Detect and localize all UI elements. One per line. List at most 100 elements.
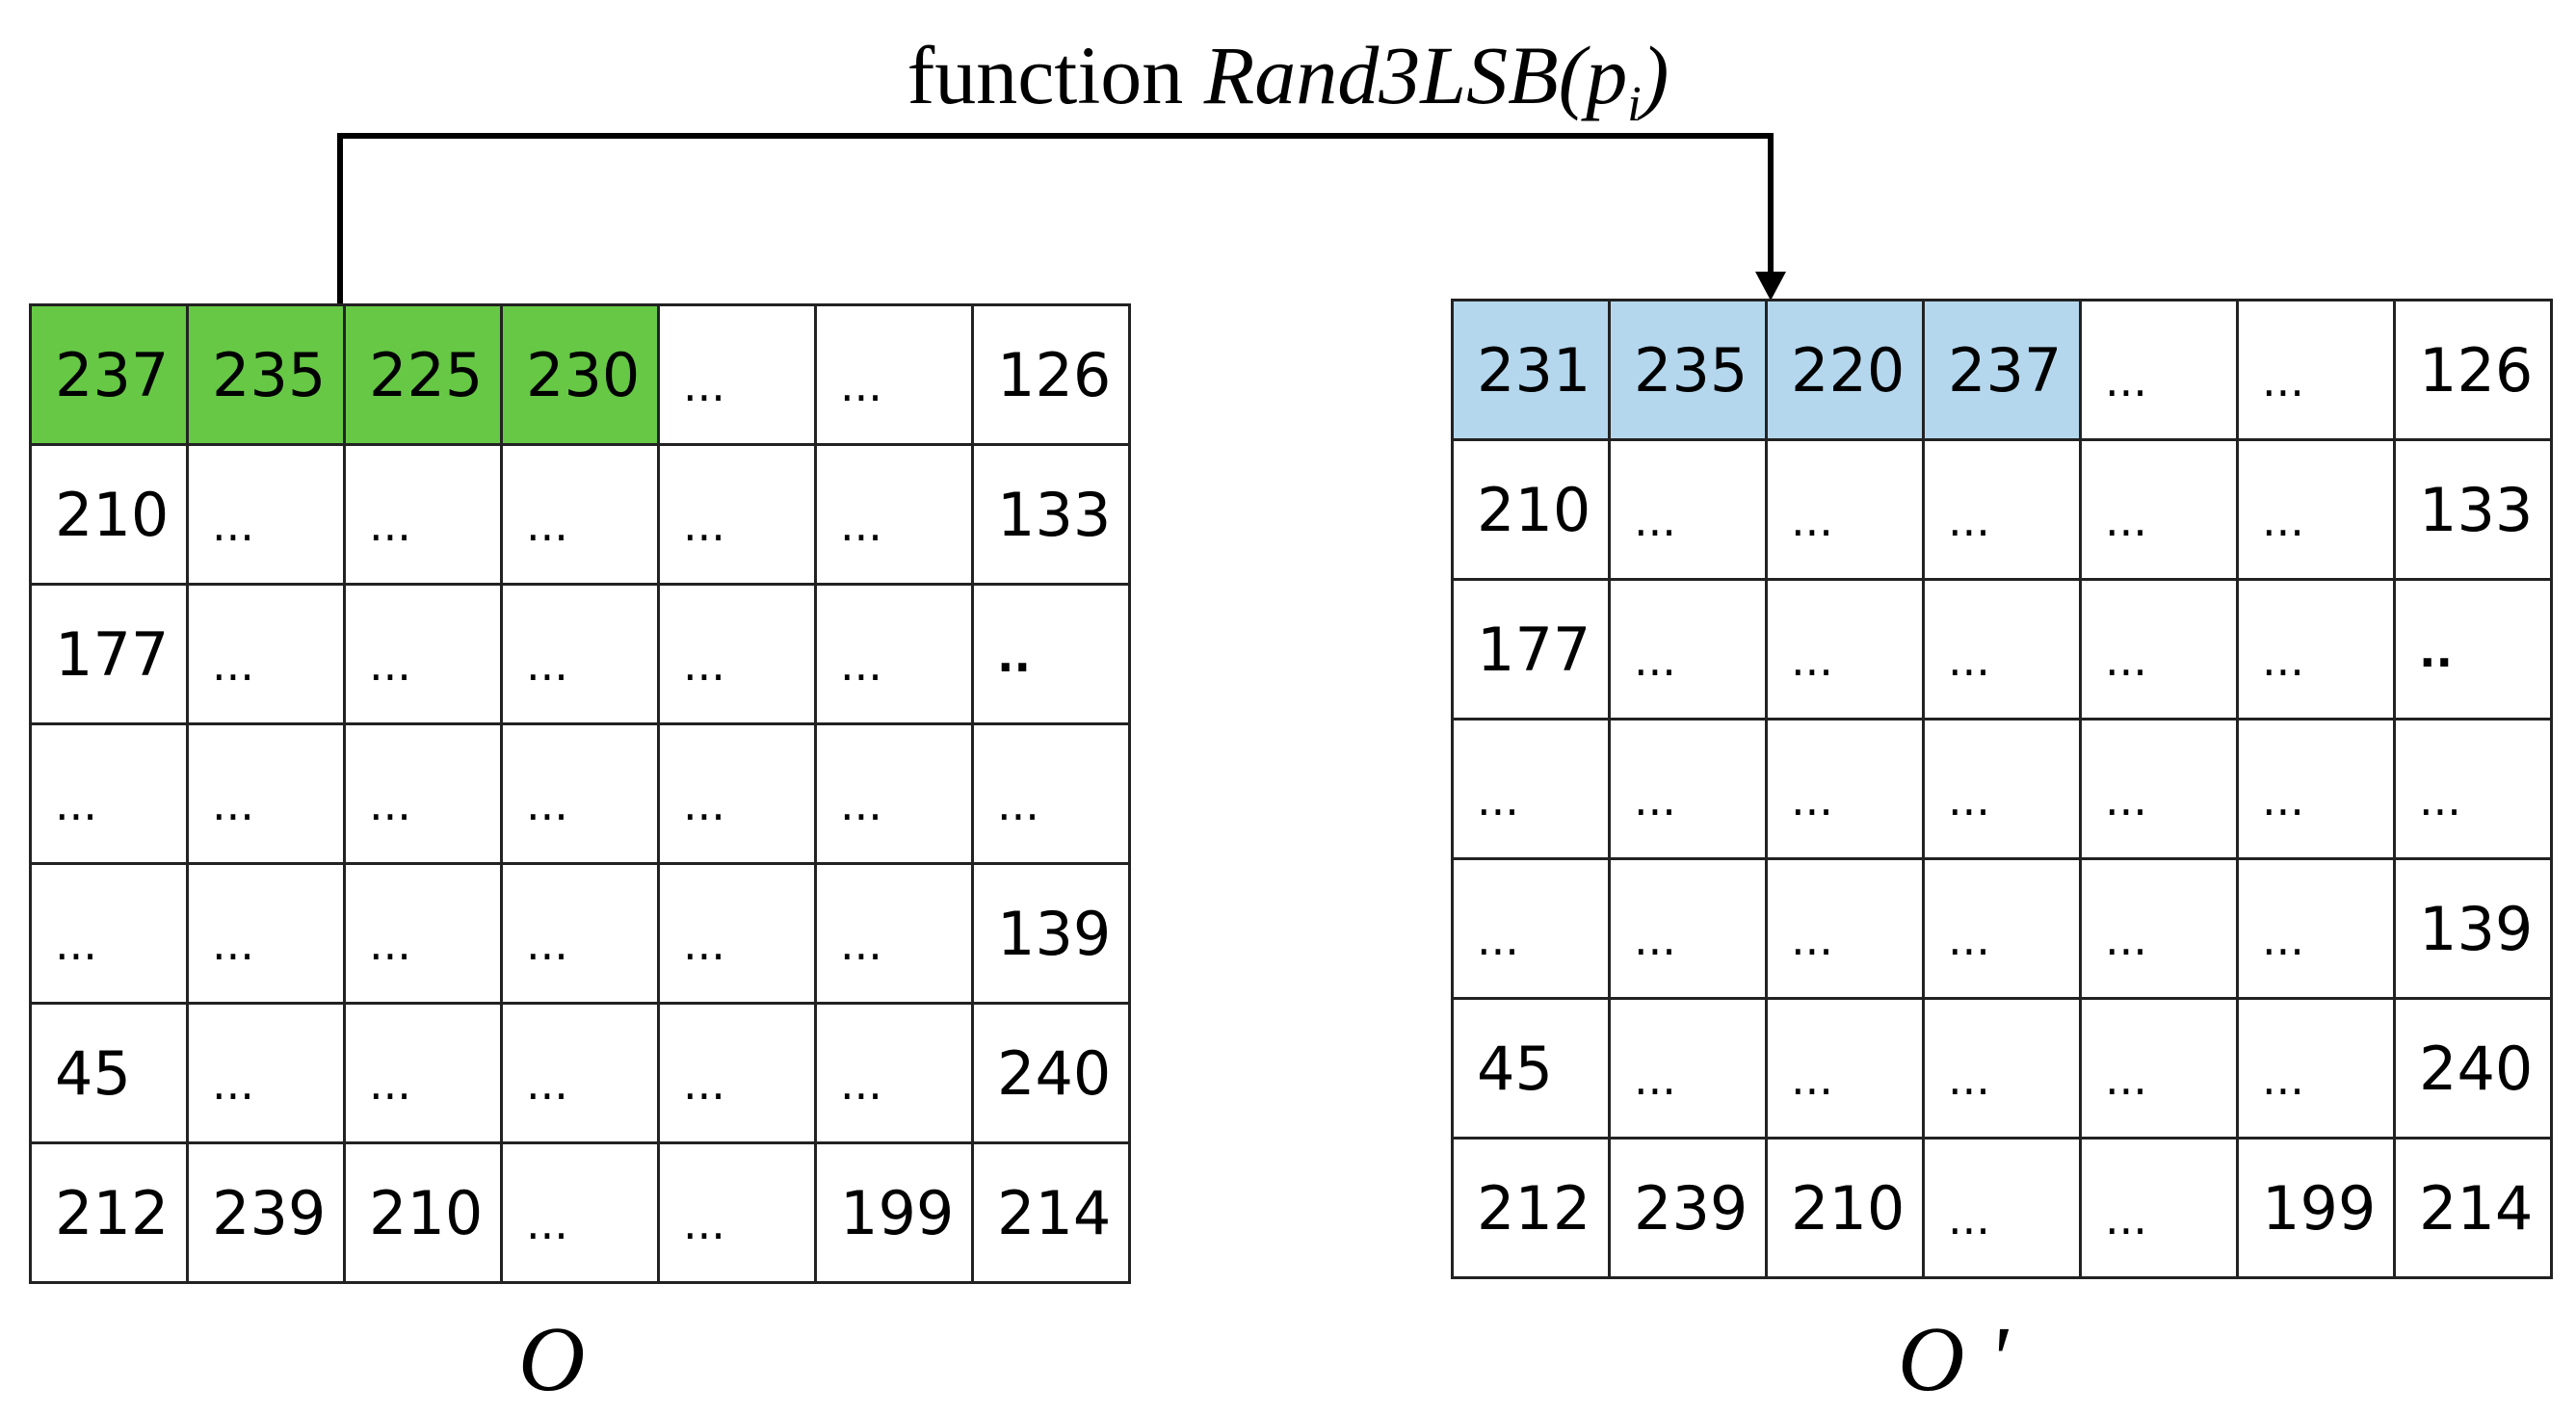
- modified-grid-label: O ': [1898, 1307, 2008, 1410]
- grid-cell: 199: [2236, 1137, 2396, 1279]
- grid-cell: ...: [2079, 997, 2239, 1140]
- grid-row: 212 239 210...... 199 214: [29, 1141, 1131, 1284]
- grid-cell: ...: [2079, 857, 2239, 1000]
- original-pixel-grid: 237 235 225 230...... 126 210...............…: [29, 303, 1131, 1284]
- grid-cell: ...: [29, 722, 189, 865]
- grid-cell: ...: [1765, 438, 1925, 581]
- grid-cell: ...: [2079, 1137, 2239, 1279]
- grid-cell: ...: [814, 722, 974, 865]
- grid-cell: ...: [1922, 1137, 2082, 1279]
- grid-cell: ...: [2079, 578, 2239, 721]
- grid-cell: ...: [814, 443, 974, 586]
- grid-cell: ...: [657, 443, 817, 586]
- grid-cell: ...: [657, 583, 817, 725]
- grid-cell: ...: [186, 443, 346, 586]
- grid-cell: 237: [29, 303, 189, 446]
- grid-cell: ...: [343, 722, 503, 865]
- grid-cell: ...: [1608, 857, 1768, 1000]
- grid-cell: 139: [2393, 857, 2553, 1000]
- grid-cell: 177: [1451, 578, 1611, 721]
- grid-cell: ...: [186, 1002, 346, 1144]
- grid-cell: ...: [186, 862, 346, 1005]
- grid-cell: 220: [1765, 299, 1925, 441]
- grid-row: .................. 139: [29, 862, 1131, 1005]
- grid-row: 210............... 133: [29, 443, 1131, 586]
- grid-cell: ...: [657, 722, 817, 865]
- grid-cell: 133: [971, 443, 1131, 586]
- grid-cell: ...: [814, 1002, 974, 1144]
- grid-cell: 235: [186, 303, 346, 446]
- grid-cell: ...: [1765, 718, 1925, 860]
- grid-cell: ...: [500, 862, 660, 1005]
- grid-cell: 237: [1922, 299, 2082, 441]
- grid-row: 237 235 225 230...... 126: [29, 303, 1131, 446]
- grid-cell: 210: [1451, 438, 1611, 581]
- grid-row: .....................: [1451, 718, 2553, 860]
- grid-row: 45............... 240: [29, 1002, 1131, 1144]
- grid-cell: 177: [29, 583, 189, 725]
- grid-cell: ...: [500, 443, 660, 586]
- grid-cell: 45: [1451, 997, 1611, 1140]
- grid-cell: ...: [1765, 578, 1925, 721]
- grid-row: 177.................: [29, 583, 1131, 725]
- grid-cell: 199: [814, 1141, 974, 1284]
- grid-cell: ...: [1608, 438, 1768, 581]
- grid-cell: ...: [1608, 718, 1768, 860]
- grid-cell: 214: [971, 1141, 1131, 1284]
- grid-cell: 230: [500, 303, 660, 446]
- grid-cell: ...: [657, 303, 817, 446]
- original-grid-label: O: [518, 1307, 586, 1410]
- grid-cell: ...: [814, 862, 974, 1005]
- grid-cell: ...: [2236, 718, 2396, 860]
- grid-cell: ...: [1451, 857, 1611, 1000]
- grid-cell: ...: [29, 862, 189, 1005]
- grid-cell: 126: [971, 303, 1131, 446]
- grid-cell: ...: [500, 1002, 660, 1144]
- grid-cell: ...: [1922, 857, 2082, 1000]
- grid-cell: ...: [2236, 299, 2396, 441]
- function-keyword: function: [907, 29, 1204, 121]
- grid-cell: ...: [1608, 578, 1768, 721]
- grid-cell: 133: [2393, 438, 2553, 581]
- grid-cell: ...: [186, 583, 346, 725]
- grid-cell: ...: [1922, 578, 2082, 721]
- grid-cell: 231: [1451, 299, 1611, 441]
- grid-cell: 214: [2393, 1137, 2553, 1279]
- grid-cell: 212: [1451, 1137, 1611, 1279]
- grid-cell: 210: [343, 1141, 503, 1284]
- grid-cell: ...: [2393, 718, 2553, 860]
- grid-cell: 240: [971, 1002, 1131, 1144]
- grid-cell: ...: [500, 1141, 660, 1284]
- grid-cell: ...: [343, 1002, 503, 1144]
- grid-cell: ...: [2079, 299, 2239, 441]
- grid-cell: ...: [2236, 997, 2396, 1140]
- grid-cell: ...: [971, 722, 1131, 865]
- grid-cell: 126: [2393, 299, 2553, 441]
- grid-cell: ...: [1608, 997, 1768, 1140]
- grid-cell: ...: [2236, 857, 2396, 1000]
- grid-cell: ...: [343, 443, 503, 586]
- grid-cell: ...: [2079, 438, 2239, 581]
- grid-cell: 139: [971, 862, 1131, 1005]
- grid-row: .....................: [29, 722, 1131, 865]
- modified-pixel-grid: 231 235 220 237...... 126 210...............…: [1451, 299, 2553, 1279]
- grid-cell: ...: [1451, 718, 1611, 860]
- grid-cell: ...: [657, 1141, 817, 1284]
- grid-cell: ...: [657, 1002, 817, 1144]
- grid-cell: ...: [814, 303, 974, 446]
- grid-row: 177.................: [1451, 578, 2553, 721]
- grid-cell: ...: [2079, 718, 2239, 860]
- grid-cell: 45: [29, 1002, 189, 1144]
- grid-cell: ...: [1922, 718, 2082, 860]
- grid-row: 210............... 133: [1451, 438, 2553, 581]
- function-name: Rand3LSB(pi): [1203, 29, 1669, 133]
- grid-cell: ...: [2236, 438, 2396, 581]
- grid-cell: 212: [29, 1141, 189, 1284]
- grid-cell: ...: [343, 583, 503, 725]
- grid-cell: 225: [343, 303, 503, 446]
- grid-cell: ...: [2236, 578, 2396, 721]
- grid-cell: ...: [186, 722, 346, 865]
- grid-row: 212 239 210...... 199 214: [1451, 1137, 2553, 1279]
- grid-cell: ...: [657, 862, 817, 1005]
- grid-cell: ...: [343, 862, 503, 1005]
